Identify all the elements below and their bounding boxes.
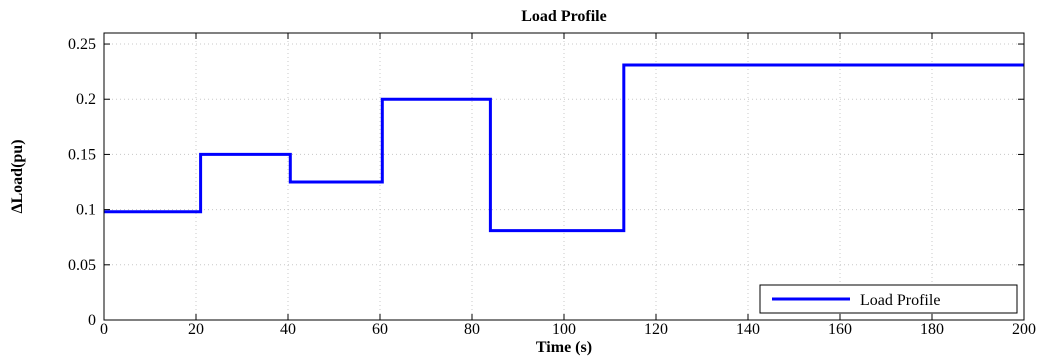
series-lines (104, 63, 1024, 233)
x-tick-label: 0 (100, 321, 108, 338)
legend-label-load-profile: Load Profile (860, 292, 940, 309)
y-tick-label: 0.2 (76, 91, 96, 108)
x-tick-label: 40 (280, 321, 296, 338)
x-tick-label: 100 (552, 321, 576, 338)
legend: Load Profile (759, 284, 1018, 314)
x-axis-label: Time (s) (536, 339, 592, 356)
x-tick-label: 80 (464, 321, 480, 338)
chart-title: Load Profile (521, 8, 606, 25)
x-tick-label: 120 (644, 321, 668, 338)
y-tick-label: 0.05 (68, 257, 96, 274)
grid-lines (104, 33, 1024, 320)
x-tick-label: 200 (1012, 321, 1036, 338)
x-tick-label: 140 (736, 321, 760, 338)
x-tick-label: 60 (372, 321, 388, 338)
y-tick-label: 0 (88, 312, 96, 329)
y-tick-label: 0.25 (68, 36, 96, 53)
x-tick-label: 160 (828, 321, 852, 338)
axis-ticks: 0 20 40 60 80 100 120 140 160 180 200 0 0.05 0.1 0.15 0… (68, 33, 1036, 338)
x-tick-label: 180 (920, 321, 944, 338)
x-tick-label: 20 (188, 321, 204, 338)
y-tick-label: 0.1 (76, 202, 96, 219)
y-axis-label: ΔLoad(pu) (9, 139, 26, 213)
series-line-load-profile (104, 63, 1024, 233)
y-tick-label: 0.15 (68, 146, 96, 163)
